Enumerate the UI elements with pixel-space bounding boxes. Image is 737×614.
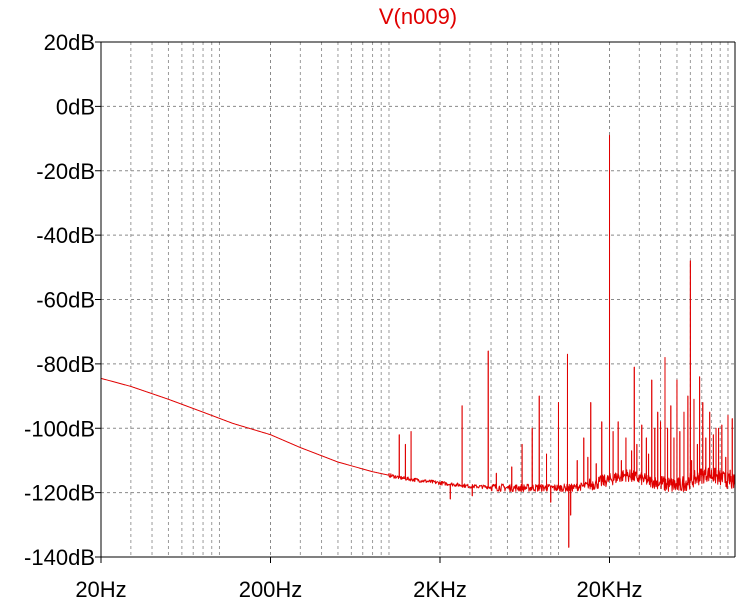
x-tick-labels: 20Hz 200Hz 2KHz 20KHz [75,577,642,602]
x-tick-label: 200Hz [239,577,303,602]
y-tick-label: -120dB [24,481,95,506]
plot-frame [100,41,736,558]
y-tick-label: 0dB [56,94,95,119]
series-layer [100,134,736,548]
y-tick-label: -100dB [24,416,95,441]
tick-marks [95,41,611,563]
x-tick-label: 20KHz [576,577,642,602]
minor-gridlines [130,42,729,557]
y-tick-label: -60dB [36,288,95,313]
y-tick-label: -140dB [24,545,95,570]
y-tick-label: -80dB [36,352,95,377]
x-tick-label: 2KHz [413,577,467,602]
x-tick-label: 20Hz [75,577,126,602]
chart-title: V(n009) [379,4,457,29]
y-tick-label: 20dB [44,30,95,55]
y-tick-labels: 20dB 0dB -20dB -40dB -60dB -80dB -100dB -120dB -… [24,30,95,570]
y-tick-label: -20dB [36,159,95,184]
y-tick-label: -40dB [36,223,95,248]
